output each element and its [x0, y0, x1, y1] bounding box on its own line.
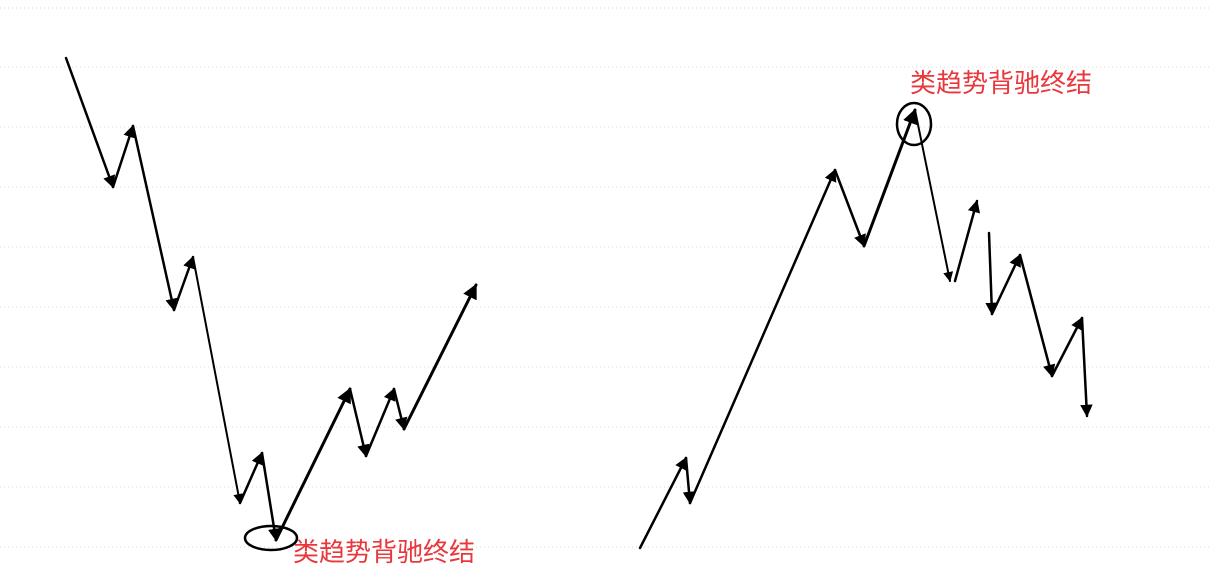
left-downtrend-wave [64, 56, 478, 542]
wave-segment-arrow [862, 108, 918, 248]
right-uptrend-wave [638, 108, 1093, 550]
wave-segment-arrow [990, 253, 1022, 316]
wave-segment-arrow [364, 387, 396, 458]
wave-segment-arrow [172, 255, 196, 312]
wave-segment-arrow [274, 387, 352, 542]
wave-segment-arrow [953, 199, 981, 283]
wave-segment-arrow [914, 109, 954, 282]
wave-segment-arrow [392, 387, 408, 431]
wave-segment-arrow [131, 124, 178, 312]
wave-segment-arrow [638, 456, 688, 550]
wave-segment-arrow [1080, 316, 1093, 418]
wave-segment-arrow [1018, 253, 1056, 378]
wave-segment-arrow [348, 387, 370, 458]
wave-segment-arrow [1050, 316, 1084, 378]
wave-segment-arrow [688, 168, 837, 505]
wave-segment-arrow [238, 451, 264, 505]
left-annotation-label: 类趋势背驰终结 [293, 538, 475, 568]
wave-segment-arrow [111, 124, 136, 189]
left-divergence-marker [243, 524, 299, 552]
wave-segment-arrow [985, 231, 998, 316]
wave-segment-arrow [192, 256, 244, 504]
wave-segment-arrow [402, 283, 478, 431]
wave-segment-arrow [682, 456, 696, 505]
right-annotation-label: 类趋势背驰终结 [910, 69, 1092, 99]
right-divergence-marker [895, 101, 933, 147]
wave-segment-arrow [833, 168, 866, 248]
wave-segment-arrow [64, 56, 116, 189]
